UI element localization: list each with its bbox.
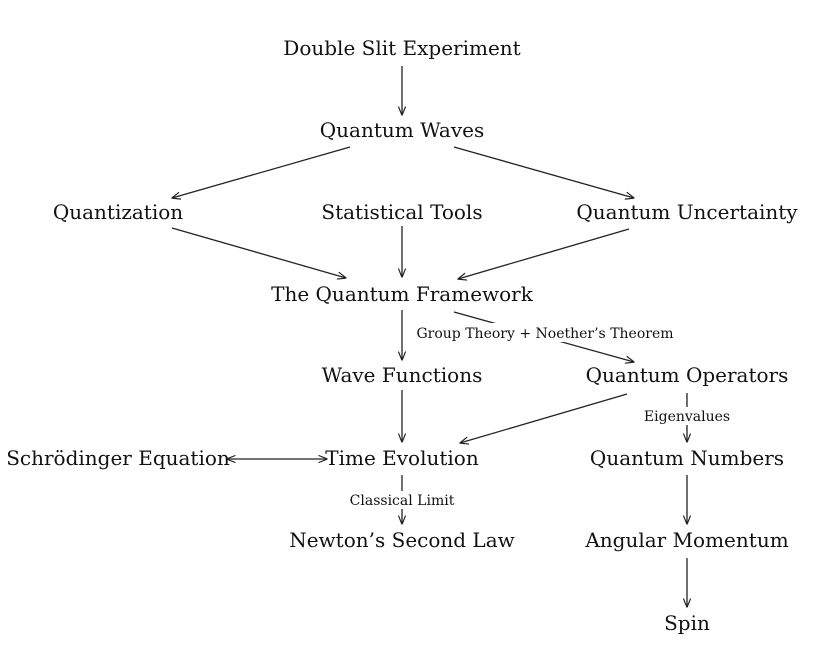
node-spin: Spin [664,611,710,635]
node-wave-functions: Wave Functions [322,363,483,387]
node-time-evolution: Time Evolution [325,446,479,470]
node-newtons-second-law: Newton’s Second Law [289,528,515,552]
edge-quantum-waves-to-quantum-uncertainty [453,146,634,198]
node-angular-momentum: Angular Momentum [584,528,788,552]
node-double-slit-experiment: Double Slit Experiment [283,36,520,60]
node-quantum-numbers: Quantum Numbers [590,446,784,470]
node-the-quantum-framework: The Quantum Framework [271,282,534,306]
edge-labels: Group Theory + Noether’s Theorem Eigenva… [348,323,730,509]
node-schrodinger-equation: Schrödinger Equation [6,446,230,470]
edge-quantum-operators-to-time-evolution [460,393,628,443]
edge-label-classical-limit: Classical Limit [350,493,455,509]
edge-label-group-theory: Group Theory + Noether’s Theorem [416,326,673,342]
node-quantum-waves: Quantum Waves [320,118,484,142]
node-quantum-operators: Quantum Operators [586,363,789,387]
nodes: Double Slit Experiment Quantum Waves Qua… [6,36,798,635]
edge-label-eigenvalues: Eigenvalues [644,409,730,425]
node-quantum-uncertainty: Quantum Uncertainty [576,200,798,224]
edge-quantization-to-quantum-framework [171,227,346,278]
edge-quantum-uncertainty-to-quantum-framework [458,228,630,279]
node-quantization: Quantization [53,200,183,224]
node-statistical-tools: Statistical Tools [321,200,482,224]
edge-quantum-waves-to-quantization [172,146,351,198]
